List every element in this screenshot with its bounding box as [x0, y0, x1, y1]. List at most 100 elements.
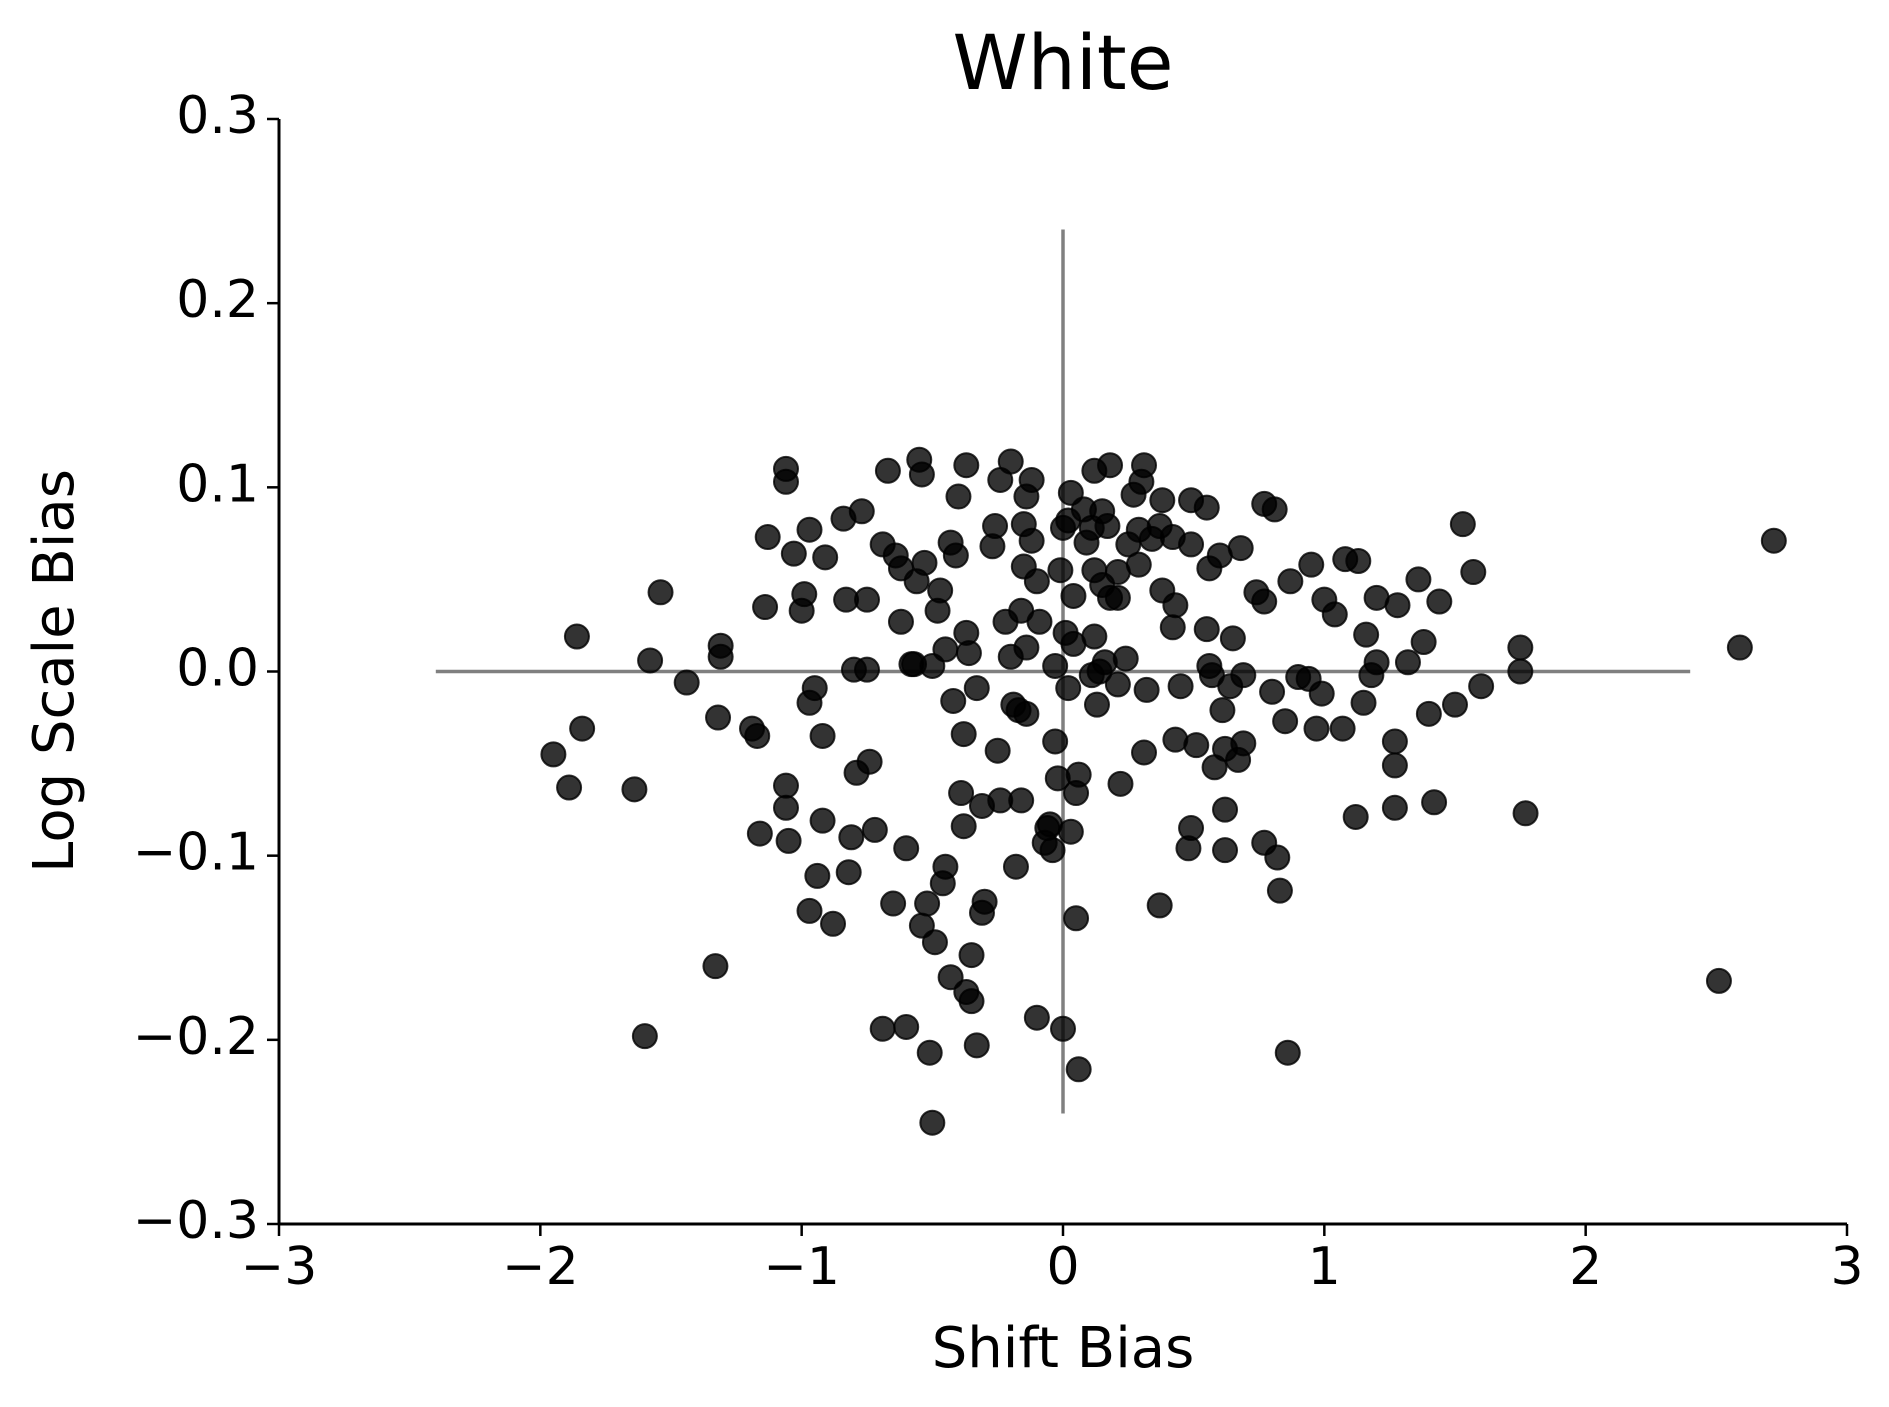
point — [1063, 905, 1090, 932]
point — [1013, 483, 1040, 510]
x-axis-label: Shift Bias — [932, 1316, 1195, 1381]
point — [1052, 619, 1079, 646]
point — [937, 529, 964, 556]
point — [1358, 662, 1385, 689]
point — [869, 531, 896, 558]
point — [1212, 837, 1239, 864]
point — [1047, 557, 1074, 584]
point — [1394, 649, 1421, 676]
point — [647, 579, 674, 606]
point — [1149, 577, 1176, 604]
point — [840, 656, 867, 683]
y-tick-label: 0.1 — [176, 454, 259, 514]
y-tick-label: 0.0 — [176, 639, 259, 699]
point — [1726, 634, 1753, 661]
point — [1381, 752, 1408, 779]
point — [788, 597, 815, 624]
x-tick-label: −3 — [241, 1237, 318, 1297]
point — [1705, 967, 1732, 994]
point — [1266, 877, 1293, 904]
point — [1381, 794, 1408, 821]
point — [950, 813, 977, 840]
point — [940, 687, 967, 714]
y-axis-label: Log Scale Bias — [22, 469, 87, 873]
point — [893, 1013, 920, 1040]
point — [1196, 555, 1223, 582]
point — [754, 524, 781, 551]
point — [906, 446, 933, 473]
point — [707, 643, 734, 670]
point — [861, 816, 888, 843]
point — [843, 759, 870, 786]
point — [631, 1023, 658, 1050]
point — [948, 780, 975, 807]
point — [1000, 691, 1027, 718]
point — [1112, 645, 1139, 672]
point — [1073, 529, 1100, 556]
point — [1010, 553, 1037, 580]
point — [804, 862, 831, 889]
point — [874, 457, 901, 484]
point — [830, 505, 857, 532]
point — [987, 466, 1014, 493]
point — [1065, 1056, 1092, 1083]
point — [1512, 800, 1539, 827]
point — [1002, 853, 1029, 880]
point — [914, 890, 941, 917]
point — [1251, 490, 1278, 517]
point — [1042, 652, 1069, 679]
point — [1426, 588, 1453, 615]
point — [540, 741, 567, 768]
point — [968, 792, 995, 819]
point — [772, 772, 799, 799]
point — [1342, 803, 1369, 830]
point — [621, 776, 648, 803]
point — [1133, 676, 1160, 703]
point — [1209, 697, 1236, 724]
y-tick-label: 0.2 — [176, 270, 259, 330]
x-tick-label: −2 — [502, 1237, 579, 1297]
point — [1149, 487, 1176, 514]
point — [775, 827, 802, 854]
y-tick-label: −0.3 — [133, 1191, 259, 1251]
point — [705, 704, 732, 731]
point — [820, 910, 847, 937]
point — [1131, 739, 1158, 766]
point — [556, 774, 583, 801]
point — [1010, 511, 1037, 538]
point — [1329, 715, 1356, 742]
point — [1201, 754, 1228, 781]
point — [869, 1015, 896, 1042]
point — [919, 1109, 946, 1136]
point — [1272, 708, 1299, 735]
point — [809, 807, 836, 834]
point — [1219, 625, 1246, 652]
point — [908, 912, 935, 939]
point — [1381, 728, 1408, 755]
point — [1507, 658, 1534, 685]
point — [1083, 691, 1110, 718]
point — [1421, 789, 1448, 816]
point — [1442, 691, 1468, 718]
point — [637, 647, 664, 674]
point — [796, 689, 823, 716]
point — [1081, 457, 1108, 484]
point — [563, 623, 590, 650]
point — [1120, 481, 1147, 508]
point — [1760, 527, 1787, 554]
point — [1212, 796, 1239, 823]
point — [1107, 770, 1134, 797]
point — [1350, 689, 1377, 716]
point — [1277, 568, 1304, 595]
point — [1259, 678, 1286, 705]
point — [963, 675, 990, 702]
point — [1055, 675, 1082, 702]
point — [992, 608, 1019, 635]
point — [752, 594, 779, 621]
point — [812, 544, 839, 571]
point — [898, 651, 925, 678]
point — [1057, 479, 1084, 506]
point — [835, 859, 862, 886]
point — [809, 722, 836, 749]
